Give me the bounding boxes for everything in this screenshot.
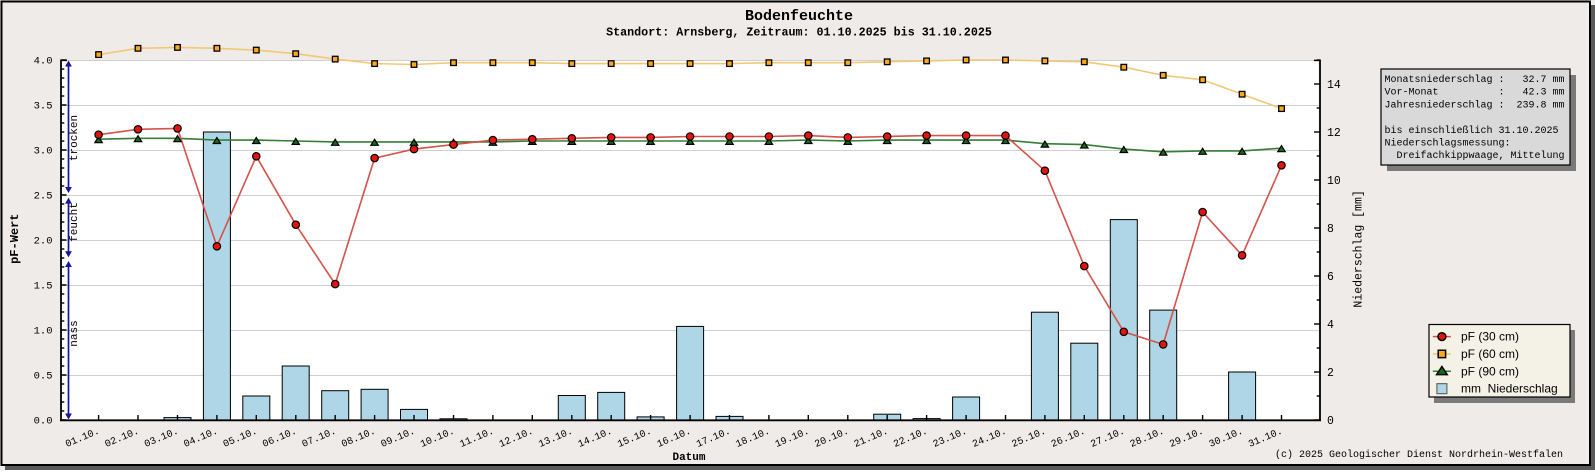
svg-text:Niederschlagsmessung:: Niederschlagsmessung:	[1385, 138, 1511, 150]
svg-text:Dreifachkippwaage, Mittelung: Dreifachkippwaage, Mittelung	[1385, 150, 1565, 162]
svg-text:10: 10	[1327, 175, 1341, 188]
svg-text:feucht: feucht	[69, 202, 81, 242]
svg-text:Jahresniederschlag : 239.8 mm: Jahresniederschlag : 239.8 mm	[1385, 99, 1565, 111]
svg-text:(c) 2025 Geologischer Dienst N: (c) 2025 Geologischer Dienst Nordrhein-W…	[1275, 449, 1563, 461]
svg-text:Monatsniederschlag : 32.7 mm: Monatsniederschlag : 32.7 mm	[1385, 74, 1565, 86]
svg-text:1.5: 1.5	[34, 281, 53, 293]
svg-text:pF (60 cm): pF (60 cm)	[1461, 347, 1519, 361]
svg-text:4: 4	[1327, 319, 1334, 332]
svg-text:3.0: 3.0	[34, 146, 53, 158]
svg-text:pF-Wert: pF-Wert	[8, 213, 22, 263]
svg-text:Niederschlag [mm]: Niederschlag [mm]	[1353, 190, 1366, 307]
svg-text:2.0: 2.0	[34, 236, 53, 248]
svg-text:1.0: 1.0	[34, 326, 53, 338]
svg-text:Vor-Monat : 42.3 mm: Vor-Monat : 42.3 mm	[1385, 88, 1565, 99]
svg-text:pF (30 cm): pF (30 cm)	[1461, 330, 1519, 344]
svg-text:6: 6	[1327, 271, 1334, 284]
svg-text:nass: nass	[69, 320, 81, 346]
svg-text:3.5: 3.5	[34, 101, 53, 113]
svg-text:Bodenfeuchte: Bodenfeuchte	[745, 8, 853, 25]
svg-text:2.5: 2.5	[34, 191, 53, 203]
svg-text:Standort: Arnsberg, Zeitraum:: Standort: Arnsberg, Zeitraum: 01.10.2025…	[606, 26, 992, 40]
svg-text:0.0: 0.0	[34, 416, 53, 428]
svg-text:mm Niederschlag: mm Niederschlag	[1461, 382, 1558, 396]
svg-text:4.0: 4.0	[34, 56, 53, 68]
svg-text:0.5: 0.5	[34, 371, 53, 383]
svg-text:14: 14	[1327, 79, 1341, 92]
svg-text:bis einschließlich 31.10.2025: bis einschließlich 31.10.2025	[1385, 125, 1559, 137]
svg-text:0: 0	[1327, 415, 1334, 428]
svg-text:pF (90 cm): pF (90 cm)	[1461, 364, 1519, 378]
svg-text:8: 8	[1327, 223, 1334, 236]
svg-text:12: 12	[1327, 127, 1341, 140]
svg-text:trocken: trocken	[69, 115, 81, 161]
svg-text:2: 2	[1327, 367, 1334, 380]
svg-text:Datum: Datum	[672, 452, 705, 464]
